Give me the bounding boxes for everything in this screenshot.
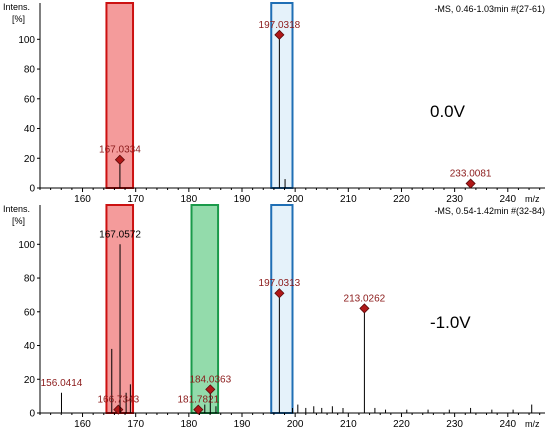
y-axis-unit: [%] xyxy=(12,216,25,226)
y-tick-label: 60 xyxy=(24,307,36,318)
y-axis-label: Intens. xyxy=(3,2,30,12)
x-tick-label: 220 xyxy=(393,194,410,205)
y-tick-label: 100 xyxy=(18,240,35,251)
x-tick-label: 190 xyxy=(234,194,251,205)
y-tick-label: 80 xyxy=(24,65,36,76)
peak-label: 213.0262 xyxy=(344,293,386,304)
x-tick-label: 180 xyxy=(180,194,197,205)
peak-label: 166.7343 xyxy=(97,395,139,406)
peak-marker xyxy=(274,288,285,299)
spectrum-panel-bottom: 0 20 40 60 80 100 160 170 180 190 200 210 220 230 240 I… xyxy=(3,204,545,430)
x-tick-label: 180 xyxy=(180,419,197,430)
x-tick-label: 210 xyxy=(340,419,357,430)
peak-label: 181.7821 xyxy=(177,395,219,406)
x-tick-label: 220 xyxy=(393,419,410,430)
highlight-band-blue xyxy=(270,204,294,414)
x-tick-label: 240 xyxy=(499,419,516,430)
x-axis-label: m/z xyxy=(525,194,540,204)
spectrum-panel-top: 0 20 40 60 80 100 160 170 180 190 200 210 220 230 240 I… xyxy=(3,2,545,205)
peak-label: 197.0318 xyxy=(259,20,301,31)
peak-label: 167.0334 xyxy=(99,145,141,156)
x-tick-label: 160 xyxy=(74,419,91,430)
peak-marker xyxy=(274,29,285,40)
x-tick-label: 210 xyxy=(340,194,357,205)
x-tick-label: 190 xyxy=(234,419,251,430)
peak-label: 197.0313 xyxy=(259,278,301,289)
peak-label: 156.0414 xyxy=(41,378,83,389)
y-tick-label: 40 xyxy=(24,341,36,352)
peak-label: 167.0572 xyxy=(99,229,141,240)
x-tick-label: 200 xyxy=(287,419,304,430)
spectrum-header: -MS, 0.46-1.03min #(27-61) xyxy=(434,4,545,14)
peak-marker xyxy=(114,154,125,165)
y-tick-label: 60 xyxy=(24,94,36,105)
y-tick-label: 80 xyxy=(24,274,36,285)
peak-marker xyxy=(359,303,370,314)
x-tick-label: 230 xyxy=(446,419,463,430)
y-tick-label: 20 xyxy=(24,154,36,165)
y-tick-label: 100 xyxy=(18,35,35,46)
y-tick-label: 20 xyxy=(24,375,36,386)
highlight-band-green xyxy=(190,204,220,414)
x-tick-label: 170 xyxy=(127,419,144,430)
y-axis-label: Intens. xyxy=(3,204,30,214)
y-axis-unit: [%] xyxy=(12,14,25,24)
voltage-label: -1.0V xyxy=(430,313,471,332)
y-tick-label: 0 xyxy=(29,409,35,420)
x-tick-label: 160 xyxy=(74,194,91,205)
peak-marker xyxy=(205,384,216,395)
spectrum-header: -MS, 0.54-1.42min #(32-84) xyxy=(434,206,545,216)
y-tick-label: 40 xyxy=(24,124,36,135)
x-axis-label: m/z xyxy=(525,419,540,429)
peak-label: 233.0081 xyxy=(450,169,492,180)
voltage-label: 0.0V xyxy=(430,102,466,121)
x-tick-label: 230 xyxy=(446,194,463,205)
peak-marker xyxy=(113,404,124,415)
peak-marker xyxy=(193,404,204,415)
peak-marker xyxy=(465,178,476,189)
x-tick-label: 240 xyxy=(499,194,516,205)
x-tick-label: 170 xyxy=(127,194,144,205)
peak-label: 184.0363 xyxy=(189,374,231,385)
x-tick-label: 200 xyxy=(287,194,304,205)
y-tick-label: 0 xyxy=(29,184,35,195)
